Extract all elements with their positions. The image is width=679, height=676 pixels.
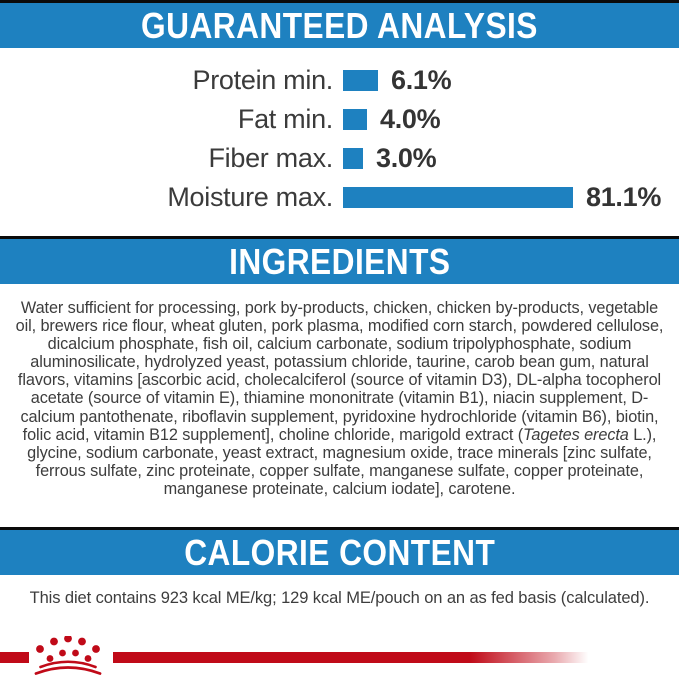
chart-value-label: 4.0% [380, 104, 441, 134]
calorie-content-header: CALORIE CONTENT [0, 527, 679, 575]
royal-canin-crown-icon [34, 636, 102, 675]
chart-row-fiber: Fiber max. 3.0% [0, 139, 679, 178]
brand-rule-right [113, 652, 679, 663]
footer: This diet contains 923 kcal ME/kg; 129 k… [0, 589, 679, 676]
chart-bar [343, 148, 363, 169]
guaranteed-analysis-header: GUARANTEED ANALYSIS [0, 0, 679, 48]
chart-bar [343, 109, 367, 130]
chart-row-fat: Fat min. 4.0% [0, 100, 679, 139]
calorie-content-title: CALORIE CONTENT [183, 531, 496, 573]
ingredients-header: INGREDIENTS [0, 236, 679, 284]
guaranteed-analysis-title: GUARANTEED ANALYSIS [141, 4, 538, 46]
ingredients-text: Water sufficient for processing, pork by… [13, 299, 666, 498]
brand-rule-left [0, 652, 29, 663]
chart-category-label: Fat min. [237, 104, 333, 134]
guaranteed-analysis-chart: Protein min. 6.1% Fat min. 4.0% Fiber ma… [0, 48, 679, 236]
chart-value-label: 3.0% [376, 143, 437, 173]
ingredients-section: Water sufficient for processing, pork by… [0, 284, 679, 527]
chart-row-moisture: Moisture max. 81.1% [0, 178, 679, 217]
chart-category-label: Moisture max. [167, 182, 333, 212]
ingredients-species-name: Tagetes erecta [523, 425, 629, 444]
chart-category-label: Protein min. [192, 65, 334, 95]
calorie-content-text: This diet contains 923 kcal ME/kg; 129 k… [29, 589, 650, 607]
ingredients-text-part1: Water sufficient for processing, pork by… [15, 299, 664, 444]
chart-bar [343, 187, 573, 208]
ingredients-title: INGREDIENTS [228, 240, 451, 282]
chart-row-protein: Protein min. 6.1% [0, 61, 679, 100]
ingredients-text-part2: L.), glycine, sodium carbonate, yeast ex… [27, 425, 657, 498]
chart-bar [343, 70, 378, 91]
chart-category-label: Fiber max. [208, 143, 333, 173]
chart-value-label: 81.1% [586, 182, 662, 212]
chart-value-label: 6.1% [391, 65, 452, 95]
